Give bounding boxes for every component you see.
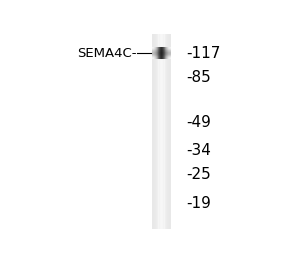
Text: -34: -34 <box>187 143 212 158</box>
Text: -49: -49 <box>187 115 212 130</box>
Text: -25: -25 <box>187 167 211 182</box>
Text: -19: -19 <box>187 196 212 211</box>
Text: -117: -117 <box>187 45 221 60</box>
Text: -85: -85 <box>187 70 211 85</box>
Text: SEMA4C-: SEMA4C- <box>77 46 136 59</box>
